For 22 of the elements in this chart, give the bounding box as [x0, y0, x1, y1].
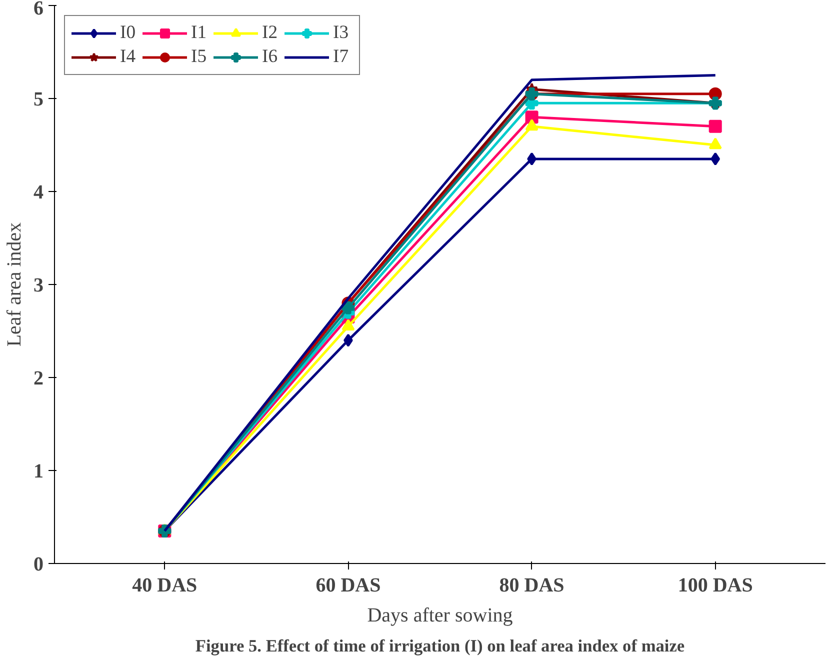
- legend-label: I7: [333, 46, 350, 68]
- legend-label: I0: [120, 22, 137, 44]
- legend-label: I1: [191, 22, 208, 44]
- caption: Figure 5. Effect of time of irrigation (I) on leaf area index of maize: [195, 636, 685, 656]
- legend-label: I5: [191, 46, 208, 68]
- y-tick-label: 3: [34, 274, 44, 296]
- y-tick-label: 4: [34, 182, 44, 204]
- x-tick-label: 60 DAS: [316, 574, 381, 596]
- legend-label: I6: [262, 46, 279, 68]
- legend-label: I2: [262, 22, 279, 44]
- legend-label: I4: [120, 46, 137, 68]
- y-tick-label: 5: [34, 88, 44, 110]
- y-tick-label: 2: [34, 368, 44, 390]
- legend-label: I3: [333, 22, 350, 44]
- y-tick-label: 1: [34, 460, 44, 482]
- x-tick-label: 80 DAS: [499, 574, 564, 596]
- y-tick-label: 6: [34, 0, 44, 20]
- x-tick-label: 100 DAS: [678, 574, 753, 596]
- x-tick-label: 40 DAS: [132, 574, 198, 596]
- y-tick-label: 0: [34, 554, 44, 576]
- y-axis-title: Leaf area index: [4, 222, 26, 347]
- x-axis-title: Days after sowing: [367, 604, 513, 626]
